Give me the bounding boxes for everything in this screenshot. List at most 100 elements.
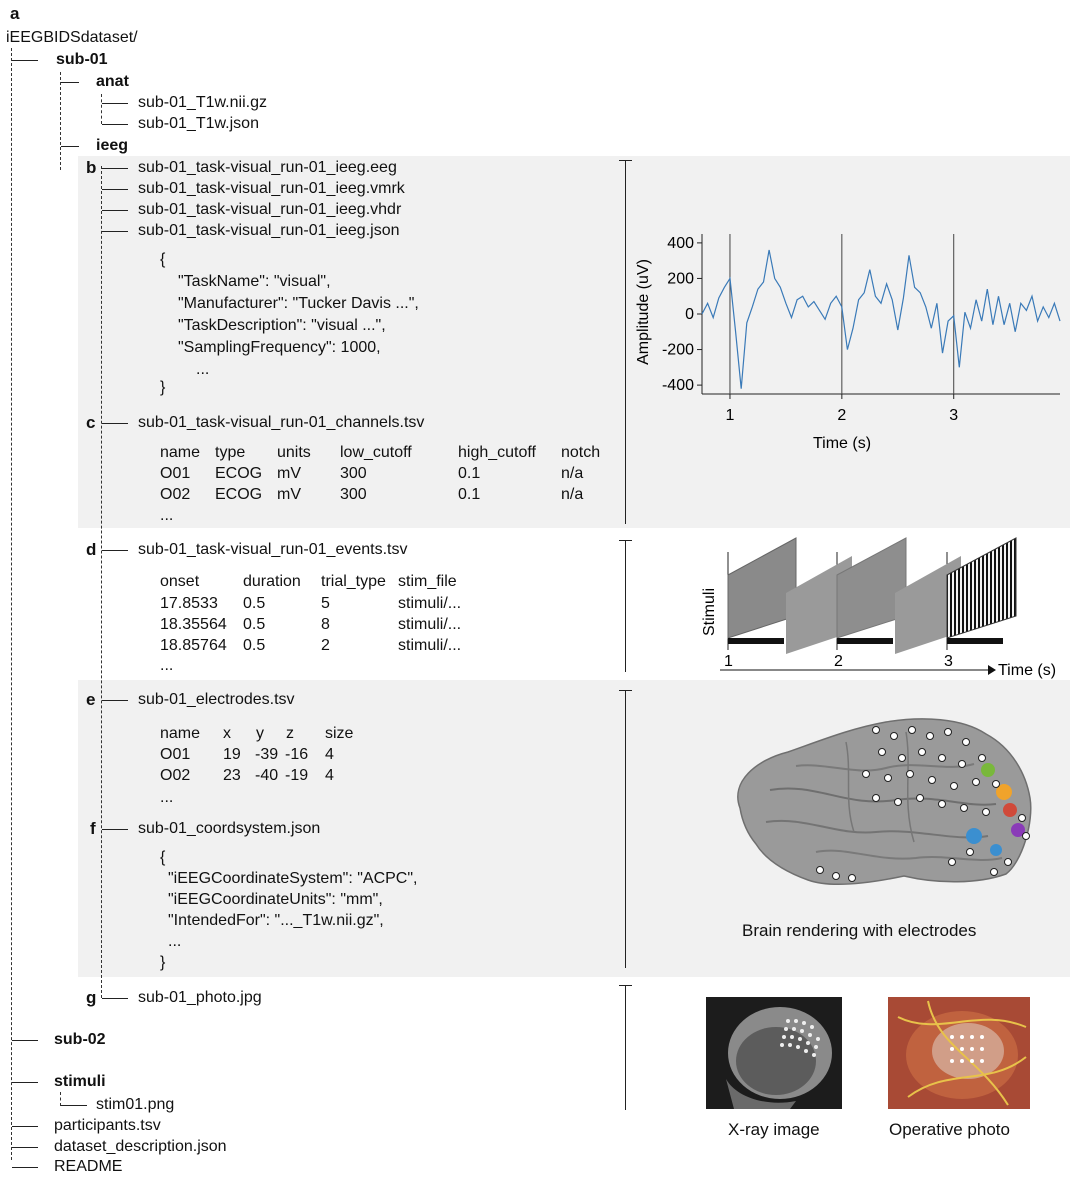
table-cell: 17.8533	[160, 595, 218, 612]
electrode	[872, 726, 880, 734]
wire	[907, 1056, 1027, 1098]
json-line: ...	[196, 361, 210, 378]
panel-label-b: b	[86, 158, 97, 177]
grid-area	[932, 1023, 1004, 1079]
json-line: "iEEGCoordinateUnits": "mm",	[168, 891, 383, 908]
stimulus-grating	[946, 537, 1017, 639]
table-header: low_cutoff	[340, 444, 412, 461]
electrode	[918, 748, 926, 756]
file-anat-t1w-nii: sub-01_T1w.nii.gz	[138, 94, 267, 111]
table-ellipsis: ...	[160, 657, 174, 674]
stimulus-blank	[895, 556, 961, 654]
table-cell: 18.35564	[160, 616, 227, 633]
xray-electrode	[806, 1041, 810, 1045]
xray-electrode	[788, 1043, 792, 1047]
table-cell: stimuli/...	[398, 595, 462, 612]
brain-rendering	[737, 718, 1032, 886]
xray-electrode	[796, 1045, 800, 1049]
table-cell: O02	[160, 767, 191, 784]
tree-branch	[102, 700, 128, 701]
table-cell: mV	[277, 486, 301, 503]
table-cell: O01	[160, 746, 191, 763]
stimulus-texture	[727, 537, 797, 639]
table-cell: -39	[255, 746, 279, 763]
electrode	[884, 774, 892, 782]
electrode	[926, 732, 934, 740]
electrode	[938, 754, 946, 762]
grid-electrode	[970, 1035, 974, 1039]
table-cell: -16	[285, 746, 309, 763]
panel-label-g: g	[86, 988, 97, 1007]
separator-cap	[619, 160, 632, 161]
electrode	[894, 798, 902, 806]
electrode	[878, 748, 886, 756]
table-cell: -40	[255, 767, 279, 784]
xray-electrode	[792, 1027, 796, 1031]
file-dataset-description: dataset_description.json	[54, 1138, 227, 1155]
tree-branch	[61, 146, 79, 147]
stimuli-timeline: Stimuli 1 2 3 Time (s)	[701, 537, 1056, 679]
folder-ieeg: ieeg	[96, 137, 129, 154]
panel-label-c: c	[86, 413, 96, 432]
xray-electrode	[782, 1035, 786, 1039]
xray-electrode	[800, 1029, 804, 1033]
electrode	[972, 778, 980, 786]
table-header: z	[286, 725, 294, 742]
file-ieeg-json: sub-01_task-visual_run-01_ieeg.json	[138, 222, 400, 239]
json-line: }	[160, 379, 166, 396]
table-cell: -19	[285, 767, 309, 784]
table-header: onset	[160, 573, 200, 590]
color-region	[990, 844, 1002, 856]
table-cell: O01	[160, 465, 191, 482]
file-electrodes-tsv: sub-01_electrodes.tsv	[138, 691, 295, 708]
color-region	[966, 828, 982, 844]
table-header: y	[256, 725, 264, 742]
tree-branch	[102, 550, 128, 551]
table-header: x	[223, 725, 231, 742]
json-line: "SamplingFrequency": 1000,	[178, 339, 381, 356]
json-line: "IntendedFor": "..._T1w.nii.gz",	[168, 912, 384, 929]
folder-stimuli: stimuli	[54, 1073, 106, 1090]
amplitude-series-line	[701, 249, 1061, 389]
json-line: "TaskName": "visual",	[178, 273, 331, 290]
electrode	[848, 874, 856, 882]
tree-anat-line	[101, 94, 102, 124]
brain-sulcus	[765, 819, 989, 839]
separator-e-f	[625, 690, 626, 968]
xray-caption: X-ray image	[728, 1120, 820, 1139]
file-stim01: stim01.png	[96, 1096, 175, 1113]
tree-branch	[102, 168, 128, 169]
electrode	[962, 738, 970, 746]
file-ieeg-vhdr: sub-01_task-visual_run-01_ieeg.vhdr	[138, 201, 402, 218]
folder-sub-01: sub-01	[56, 51, 108, 68]
operative-photo-graphic	[888, 997, 1030, 1109]
table-header: high_cutoff	[458, 444, 536, 461]
electrode	[872, 794, 880, 802]
table-cell: 5	[321, 595, 330, 612]
table-cell: 23	[223, 767, 241, 784]
electrode	[898, 754, 906, 762]
tree-branch	[12, 1167, 38, 1168]
file-participants: participants.tsv	[54, 1117, 161, 1134]
table-header: notch	[561, 444, 601, 461]
tree-branch	[61, 82, 79, 83]
json-line: }	[160, 954, 166, 971]
xray-electrode	[790, 1035, 794, 1039]
table-cell: 4	[325, 767, 334, 784]
separator-cap	[619, 985, 632, 986]
brain-sulcus	[815, 849, 1003, 861]
electrode	[832, 872, 840, 880]
separator-d	[625, 540, 626, 672]
panel-label-e: e	[86, 690, 96, 709]
grid-electrode	[950, 1035, 954, 1039]
xray-image	[706, 997, 842, 1109]
tree-branch	[12, 1147, 38, 1148]
stimulus-bar	[947, 638, 1003, 644]
table-cell: 4	[325, 746, 334, 763]
table-header: units	[277, 444, 311, 461]
table-cell: 8	[321, 616, 330, 633]
xray-electrode	[804, 1049, 808, 1053]
table-header: size	[325, 725, 354, 742]
grid-electrode	[970, 1047, 974, 1051]
separator-cap	[619, 690, 632, 691]
